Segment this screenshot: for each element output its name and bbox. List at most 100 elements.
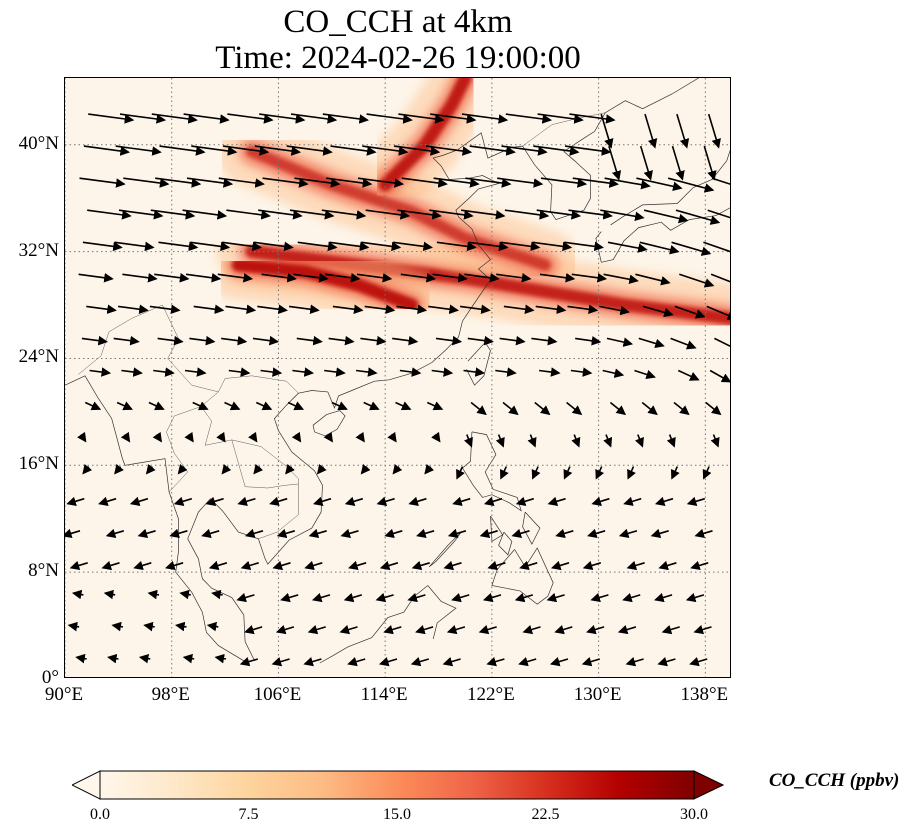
wind-vector-arrow <box>316 463 327 475</box>
wind-vector-arrow <box>257 304 288 314</box>
wind-vector-arrow <box>115 145 162 156</box>
wind-vector-arrow <box>325 272 361 283</box>
wind-vector-arrow <box>159 145 206 156</box>
wind-vector-arrow <box>546 592 565 603</box>
wind-vector-arrow <box>307 624 326 635</box>
wind-vector-arrow <box>84 401 102 411</box>
wind-vector-arrow <box>571 434 581 448</box>
wind-vector-arrow <box>532 241 573 252</box>
wind-vector-arrow <box>511 528 530 539</box>
wind-vector-arrow <box>570 367 593 377</box>
wind-vector-arrow <box>384 528 403 539</box>
wind-vector-arrow <box>169 528 188 539</box>
wind-vector-arrow <box>289 209 335 220</box>
wind-vector-arrow <box>206 621 219 632</box>
wind-vector-arrow <box>293 272 329 283</box>
wind-vector-arrow <box>308 528 327 539</box>
wind-vector-arrow <box>617 624 637 635</box>
wind-vector-arrow <box>482 592 502 603</box>
wind-vector-arrow <box>239 657 259 667</box>
wind-vector-arrow <box>666 434 676 448</box>
wind-vector-arrow <box>87 209 132 220</box>
wind-vector-arrow <box>332 304 364 314</box>
country-border <box>522 112 606 147</box>
wind-vector-arrow <box>236 592 255 603</box>
wind-vector-arrow <box>467 335 494 346</box>
wind-vector-arrow <box>355 431 365 443</box>
wind-vector-arrow <box>226 209 271 220</box>
wind-vector-arrow <box>392 335 419 346</box>
wind-vector-arrow <box>625 657 644 667</box>
longitude-tick-label: 106°E <box>253 684 302 705</box>
wind-vector-arrow <box>535 304 567 314</box>
wind-vector-arrow <box>527 434 537 448</box>
wind-vector-arrow <box>469 145 516 156</box>
wind-vector-arrow <box>571 272 608 283</box>
country-border <box>200 391 299 539</box>
wind-vector-arrow <box>536 209 582 220</box>
wind-vector-arrow <box>431 367 454 377</box>
wind-vector-arrow <box>237 496 256 506</box>
wind-vector-arrow <box>360 335 387 346</box>
wind-vector-arrow <box>81 335 108 346</box>
wind-vector-arrow <box>225 304 257 314</box>
wind-vector-arrow <box>175 621 187 632</box>
wind-vector-arrow <box>155 177 202 188</box>
wind-vector-arrow <box>425 145 473 156</box>
wind-vector-arrow <box>428 304 459 314</box>
wind-vector-arrow <box>608 145 622 181</box>
wind-vector-arrow <box>69 560 88 571</box>
wind-vector-arrow <box>117 304 149 314</box>
latitude-tick-label: 24°N <box>18 346 59 368</box>
wind-vector-arrow <box>208 560 228 571</box>
wind-vector-arrow <box>514 592 534 603</box>
wind-vector-arrow <box>569 113 616 124</box>
wind-vector-arrow <box>568 209 613 220</box>
wind-vector-arrow <box>275 624 295 635</box>
wind-vector-arrow <box>671 241 712 256</box>
latitude-tick-label: 40°N <box>18 132 59 154</box>
wind-vector-arrow <box>677 369 700 381</box>
country-border <box>231 439 299 489</box>
wind-vector-arrow <box>287 401 305 411</box>
wind-vector-arrow <box>563 466 573 480</box>
wind-vector-arrow <box>464 272 500 283</box>
coastline <box>428 531 462 568</box>
wind-vector-arrow <box>259 113 306 124</box>
wind-vector-arrow <box>634 369 656 380</box>
wind-vector-arrow <box>357 177 405 188</box>
wind-vector-arrow <box>554 624 573 635</box>
wind-vector-arrow <box>690 560 709 571</box>
wind-vector-arrow <box>575 336 602 346</box>
longitude-tick-label: 98°E <box>151 684 190 705</box>
wind-vector-arrow <box>547 496 566 506</box>
wind-vector-arrow <box>639 145 653 181</box>
wind-vector-arrow <box>244 624 263 635</box>
wind-vector-arrow <box>496 272 532 283</box>
wind-vector-arrow <box>383 624 402 635</box>
wind-vector-arrow <box>227 113 274 124</box>
wind-vector-arrow <box>654 496 674 506</box>
wind-vector-arrow <box>344 496 364 506</box>
wind-vector-arrow <box>667 177 715 193</box>
wind-vector-arrow <box>294 177 341 188</box>
wind-vector-arrow <box>430 113 477 124</box>
wind-vector-arrow <box>339 624 358 635</box>
wind-vector-arrow <box>152 431 163 443</box>
wind-vector-arrow <box>693 624 712 635</box>
wind-vector-arrow <box>515 496 535 506</box>
colorbar-tick-label: 22.5 <box>531 806 560 823</box>
wind-vector-arrow <box>67 621 80 632</box>
wind-vector-arrow <box>456 466 465 480</box>
wind-vector-arrow <box>461 113 509 124</box>
wind-vector-arrow <box>654 592 673 603</box>
map-panel <box>64 77 731 678</box>
wind-vector-arrow <box>107 653 119 664</box>
coastline <box>498 531 513 556</box>
wind-vector-arrow <box>221 241 262 252</box>
wind-vector-arrow <box>446 624 466 635</box>
wind-vector-arrow <box>707 113 721 149</box>
wind-vector-arrow <box>622 592 641 603</box>
wind-vector-arrow <box>244 528 264 539</box>
wind-vector-arrow <box>499 335 526 346</box>
